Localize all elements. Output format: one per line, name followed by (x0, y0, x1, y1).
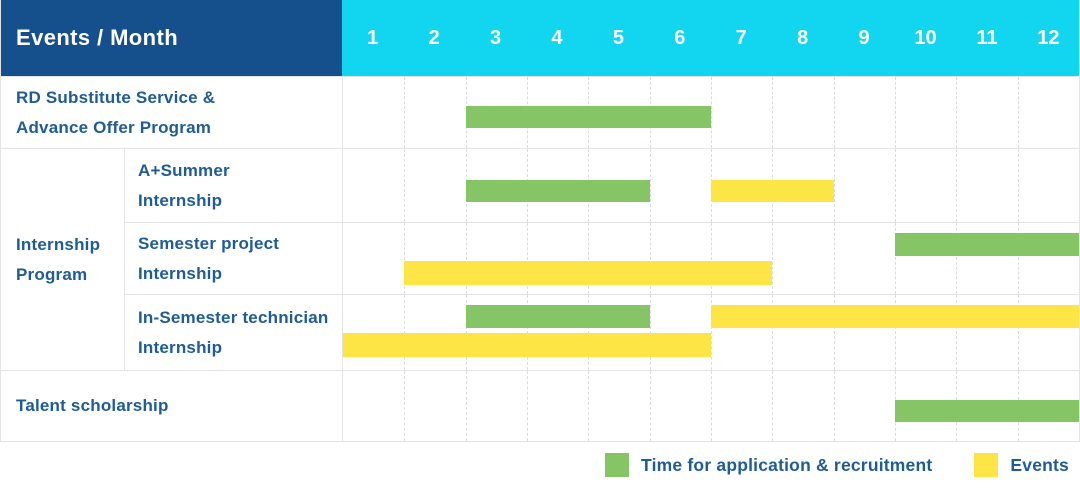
month-label: 5 (612, 26, 624, 49)
month-gridline (649, 223, 651, 294)
month-label: 1 (367, 26, 379, 49)
month-gridline (527, 371, 528, 441)
month-gridline (527, 295, 528, 370)
row-label-in-semester-technician-internship: In-Semester technician Internship (125, 294, 342, 370)
month-gridline (711, 77, 712, 148)
row-label-rd-substitute: RD Substitute Service & Advance Offer Pr… (1, 76, 342, 148)
gantt-bar-application (465, 179, 650, 202)
month-label: 7 (735, 26, 747, 49)
header-corner-cell: Events / Month (1, 0, 342, 76)
row-label-text: Talent scholarship (16, 396, 169, 416)
month-gridline (465, 295, 467, 370)
month-gridline (649, 149, 651, 222)
gantt-bar-application (895, 399, 1079, 422)
month-gridline (711, 295, 712, 370)
gantt-row-chart (342, 370, 1079, 441)
gantt-row-chart (342, 148, 1079, 222)
month-label: 12 (1037, 26, 1060, 49)
month-gridline (833, 295, 835, 370)
month-gridline (1017, 223, 1019, 294)
month-label: 3 (489, 26, 502, 49)
month-gridline (404, 295, 406, 370)
row-label-talent-scholarship: Talent scholarship (1, 370, 342, 441)
month-gridline (895, 77, 896, 148)
month-gridline (588, 223, 590, 294)
row-label-text: A+Summer Internship (138, 161, 230, 210)
gantt-bar-application (895, 233, 1079, 256)
row-label-text: In-Semester technician Internship (138, 308, 329, 357)
month-gridline (404, 149, 406, 222)
month-gridline (833, 77, 835, 148)
month-gridline (711, 371, 712, 441)
legend-label-event: Events (1010, 454, 1069, 475)
month-gridline (1017, 77, 1019, 148)
application-legend-swatch-icon (605, 453, 630, 477)
gantt-bar-event (404, 261, 773, 285)
month-label: 4 (551, 26, 563, 49)
month-gridline (649, 371, 651, 441)
month-gridline (772, 295, 774, 370)
row-label-a-summer-internship: A+Summer Internship (125, 148, 342, 222)
month-label: 10 (914, 26, 937, 49)
group-label-internship-program: Internship Program (1, 148, 125, 370)
month-gridline (465, 223, 467, 294)
month-gridline (956, 77, 958, 148)
month-gridline (895, 149, 896, 222)
month-header-row: 1 2 3 4 5 6 7 8 9 10 11 12 (342, 0, 1079, 76)
gantt-bar-event (711, 179, 834, 202)
gantt-bar-application (465, 305, 650, 328)
month-label: 2 (428, 26, 440, 49)
gantt-bar-event (711, 305, 1079, 328)
month-gridline (527, 223, 528, 294)
month-gridline (649, 295, 651, 370)
legend-label-application: Time for application & recruitment (641, 454, 933, 475)
month-gridline (956, 223, 958, 294)
gantt-bar-event (343, 333, 711, 357)
event-legend-swatch-icon (974, 453, 999, 477)
month-gridline (895, 295, 896, 370)
gantt-row-chart (342, 222, 1079, 294)
header-title: Events / Month (16, 25, 179, 50)
month-gridline (772, 223, 774, 294)
row-label-text: RD Substitute Service & Advance Offer Pr… (16, 88, 216, 137)
month-gridline (772, 77, 774, 148)
month-label: 8 (797, 26, 809, 49)
month-gridline (1017, 295, 1019, 370)
gantt-bar-application (465, 106, 711, 129)
gantt-row-chart (342, 76, 1079, 148)
month-label: 9 (858, 26, 870, 49)
gantt-table: Events / Month 1 2 3 4 5 6 7 8 9 10 11 12 RD Substi… (0, 0, 1080, 442)
group-label-text: Internship Program (16, 235, 101, 284)
month-gridline (833, 223, 835, 294)
month-gridline (956, 295, 958, 370)
month-gridline (772, 371, 774, 441)
month-gridline (711, 223, 712, 294)
gantt-row-chart (342, 294, 1079, 370)
row-label-semester-project-internship: Semester project Internship (125, 222, 342, 294)
month-gridline (404, 77, 406, 148)
month-label: 6 (674, 26, 686, 49)
month-gridline (895, 223, 896, 294)
month-label: 11 (976, 26, 998, 49)
legend: Time for application & recruitment Event… (605, 453, 1069, 477)
month-gridline (404, 223, 406, 294)
month-gridline (833, 149, 835, 222)
month-gridline (956, 149, 958, 222)
row-label-text: Semester project Internship (138, 234, 280, 283)
month-gridline (404, 371, 406, 441)
month-gridline (833, 371, 835, 441)
month-gridline (465, 371, 467, 441)
month-gridline (588, 295, 590, 370)
month-gridline (1017, 149, 1019, 222)
month-gridline (588, 371, 590, 441)
